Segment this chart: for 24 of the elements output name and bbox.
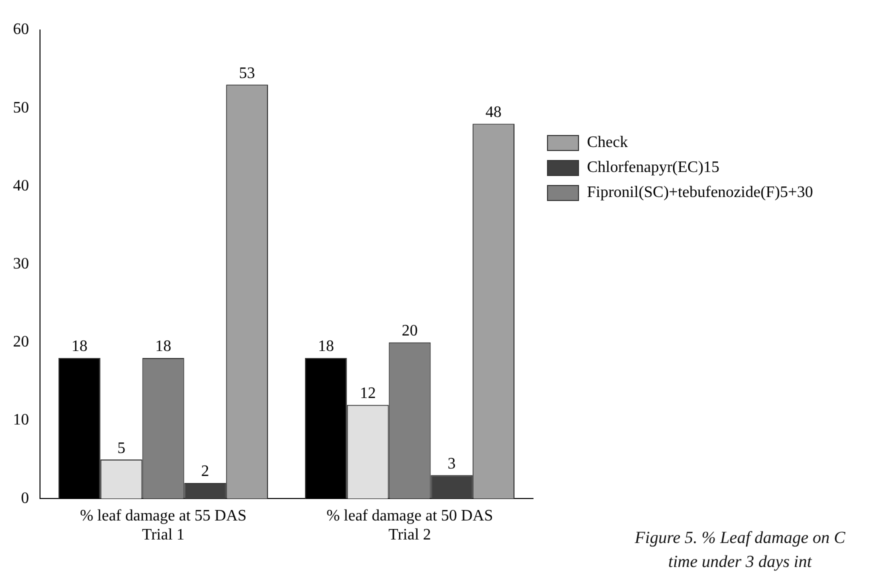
data-label: 18 [155, 338, 172, 356]
text: time under 3 days int [667, 552, 813, 572]
y-tick-label: 50 [13, 99, 29, 116]
x-tick-label: % leaf damage at 50 DAS Trial 2 [326, 507, 494, 544]
data-label: 18 [318, 338, 334, 356]
legend-label: Check [587, 133, 628, 153]
y-tick-label: 60 [13, 21, 29, 38]
y-tick-label: 40 [13, 177, 29, 194]
data-label: 48 [486, 104, 502, 121]
data-label: 5 [117, 440, 126, 457]
data-label: 20 [402, 322, 418, 340]
data-label: 18 [71, 338, 88, 356]
data-label: 2 [201, 463, 210, 480]
legend-label: Fipronil(SC)+tebufenozide(F)5+30 [587, 183, 814, 203]
data-label: 53 [239, 64, 256, 82]
y-tick-label: 10 [13, 412, 29, 429]
y-tick-label: 30 [13, 256, 29, 273]
legend-label: Chlorfenapyr(EC)15 [587, 158, 720, 178]
data-label: 3 [448, 455, 456, 472]
data-label: 12 [360, 385, 376, 402]
caption: Figure 5. % Leaf damage on C [634, 528, 846, 548]
y-tick-label: 0 [21, 490, 29, 507]
x-tick-label: % leaf damage at 55 DAS Trial 1 [80, 507, 247, 544]
y-tick-label: 20 [13, 334, 29, 351]
